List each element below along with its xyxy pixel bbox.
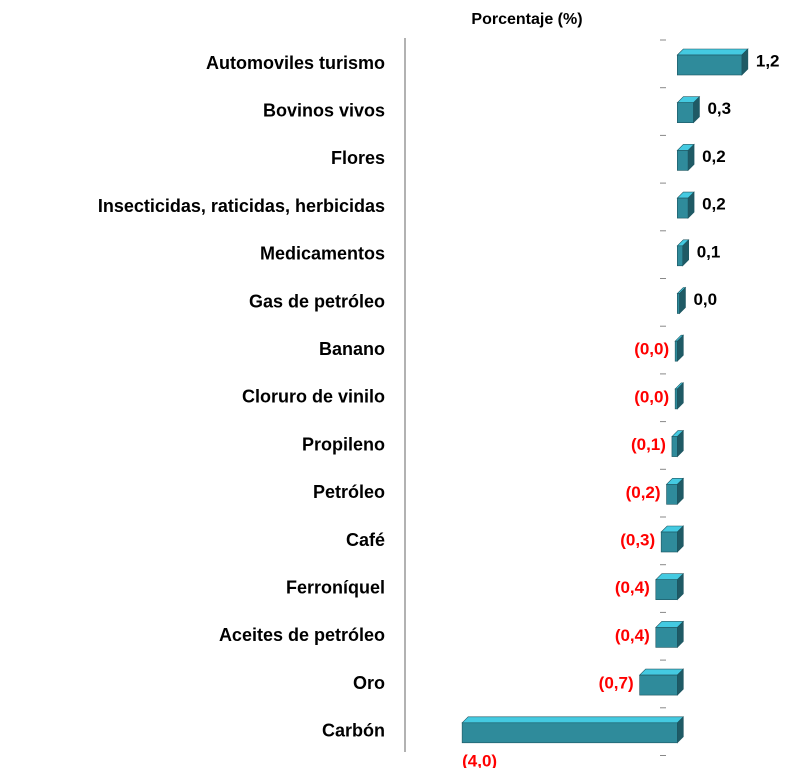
value-label: (0,3) — [620, 530, 655, 549]
category-label: Ferroníquel — [286, 577, 385, 597]
bar-top — [676, 48, 749, 56]
bar — [676, 95, 701, 124]
category-label: Propileno — [302, 434, 385, 454]
value-label: (4,0) — [462, 751, 497, 768]
bar-top — [461, 716, 685, 724]
category-label: Petróleo — [313, 482, 385, 502]
bar — [676, 48, 749, 76]
bar-front — [461, 722, 678, 744]
bar-front — [674, 388, 678, 410]
category-label: Cloruro de vinilo — [242, 387, 385, 407]
bar-front — [677, 197, 689, 219]
bar-front — [677, 54, 743, 76]
bar — [676, 143, 695, 172]
bar — [674, 382, 685, 410]
category-label: Banano — [319, 339, 385, 359]
category-label: Oro — [353, 673, 385, 693]
value-label: (0,0) — [634, 387, 669, 406]
bar — [676, 191, 695, 219]
bar — [676, 286, 687, 315]
bar-front — [639, 674, 678, 696]
category-label: Automoviles turismo — [206, 53, 385, 73]
bar-front — [677, 245, 683, 267]
bar-front — [677, 150, 689, 171]
bar-front — [660, 531, 678, 553]
value-label: 0,2 — [702, 195, 726, 214]
bar-top — [638, 668, 685, 676]
value-label: (0,1) — [631, 435, 666, 454]
bar-front — [655, 627, 678, 648]
category-label: Café — [346, 530, 385, 550]
value-label: (0,7) — [599, 674, 634, 693]
bar-front — [671, 436, 678, 457]
bar — [671, 429, 685, 458]
category-label: Flores — [331, 148, 385, 168]
bar — [655, 572, 685, 601]
bar-front — [674, 340, 678, 362]
bar — [676, 239, 690, 267]
bar — [655, 620, 685, 649]
category-label: Aceites de petróleo — [219, 625, 385, 645]
value-label: (0,4) — [615, 578, 650, 597]
bar-front — [655, 579, 678, 601]
bar — [461, 716, 685, 744]
value-label: 0,1 — [697, 242, 721, 261]
value-label: (0,0) — [634, 340, 669, 359]
value-label: 0,3 — [707, 99, 731, 118]
category-label: Medicamentos — [260, 244, 385, 264]
value-label: (0,4) — [615, 626, 650, 645]
bar — [674, 334, 685, 362]
value-label: 0,0 — [693, 290, 717, 309]
value-label: (0,2) — [626, 483, 661, 502]
bar — [660, 525, 685, 553]
chart-title: Porcentaje (%) — [471, 11, 582, 28]
bar-front — [677, 102, 694, 123]
value-label: 1,2 — [756, 51, 780, 70]
bar-front — [677, 293, 680, 314]
bar — [665, 477, 685, 506]
category-label: Carbón — [322, 721, 385, 741]
bar-front — [666, 483, 678, 505]
bar — [638, 668, 685, 696]
category-label: Gas de petróleo — [249, 291, 385, 311]
category-label: Bovinos vivos — [263, 100, 385, 120]
value-label: 0,2 — [702, 147, 726, 166]
category-label: Insecticidas, raticidas, herbicidas — [98, 196, 385, 216]
